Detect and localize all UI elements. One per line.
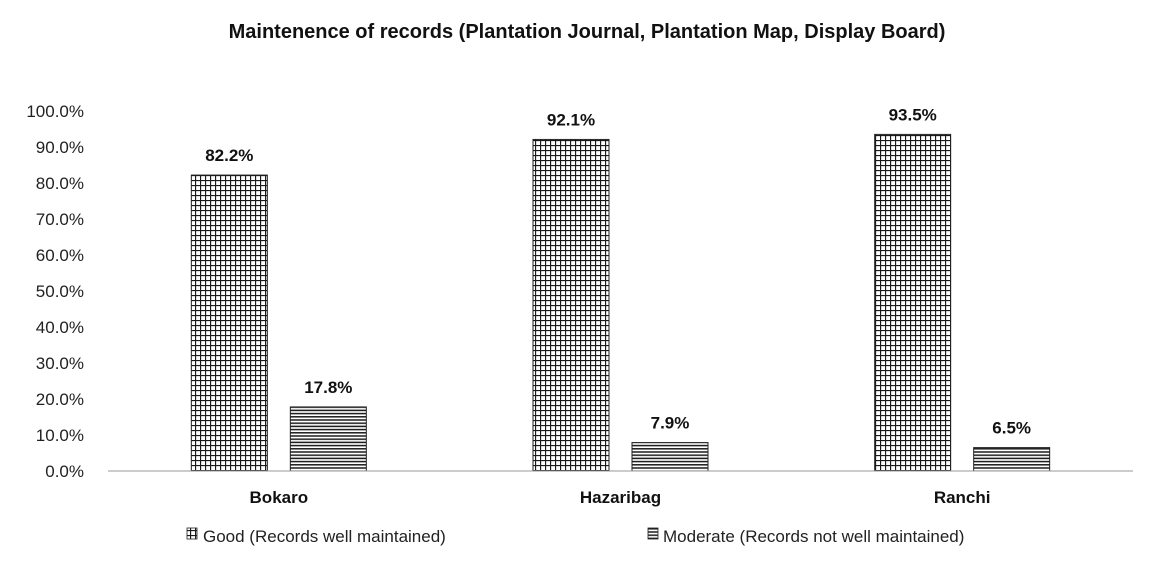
bar-moderate-ranchi <box>973 447 1051 472</box>
y-tick-label: 10.0% <box>36 426 84 445</box>
x-category-label: Hazaribag <box>580 488 661 507</box>
legend-item-moderate: Moderate (Records not well maintained) <box>647 527 964 546</box>
x-category-label: Ranchi <box>934 488 991 507</box>
y-tick-label: 70.0% <box>36 210 84 229</box>
bar-good-hazaribag <box>532 138 610 472</box>
data-label: 82.2% <box>205 146 253 165</box>
legend-label-moderate: Moderate (Records not well maintained) <box>663 527 964 546</box>
data-label: 7.9% <box>651 414 690 433</box>
legend-item-good: Good (Records well maintained) <box>186 527 446 546</box>
legend-swatch-moderate <box>647 527 659 540</box>
y-tick-label: 40.0% <box>36 318 84 337</box>
legend: Good (Records well maintained) Moderate … <box>186 527 964 546</box>
data-label: 17.8% <box>304 378 352 397</box>
legend-label-good: Good (Records well maintained) <box>203 527 446 546</box>
data-label: 93.5% <box>889 105 937 124</box>
y-tick-label: 80.0% <box>36 174 84 193</box>
bar-moderate-bokaro <box>289 406 367 472</box>
y-axis: 0.0% 10.0% 20.0% 30.0% 40.0% 50.0% 60.0% 70.0% 8… <box>26 102 84 481</box>
data-label: 6.5% <box>992 419 1031 438</box>
y-tick-label: 60.0% <box>36 246 84 265</box>
y-tick-label: 100.0% <box>26 102 84 121</box>
x-category-label: Bokaro <box>250 488 309 507</box>
bar-moderate-hazaribag <box>631 442 709 472</box>
bar-good-ranchi <box>874 133 952 472</box>
y-tick-label: 0.0% <box>45 462 84 481</box>
x-axis: Bokaro Hazaribag Ranchi <box>108 470 1133 507</box>
y-tick-label: 20.0% <box>36 390 84 409</box>
bars-group <box>190 133 1051 472</box>
y-tick-label: 90.0% <box>36 138 84 157</box>
y-tick-label: 50.0% <box>36 282 84 301</box>
data-label: 92.1% <box>547 110 595 129</box>
y-tick-label: 30.0% <box>36 354 84 373</box>
legend-swatch-good <box>186 527 198 540</box>
data-labels-group: 82.2% 17.8% 92.1% 7.9% 93.5% 6.5% <box>205 105 1031 437</box>
chart-title: Maintenence of records (Plantation Journ… <box>229 21 946 43</box>
bar-good-bokaro <box>190 174 268 472</box>
